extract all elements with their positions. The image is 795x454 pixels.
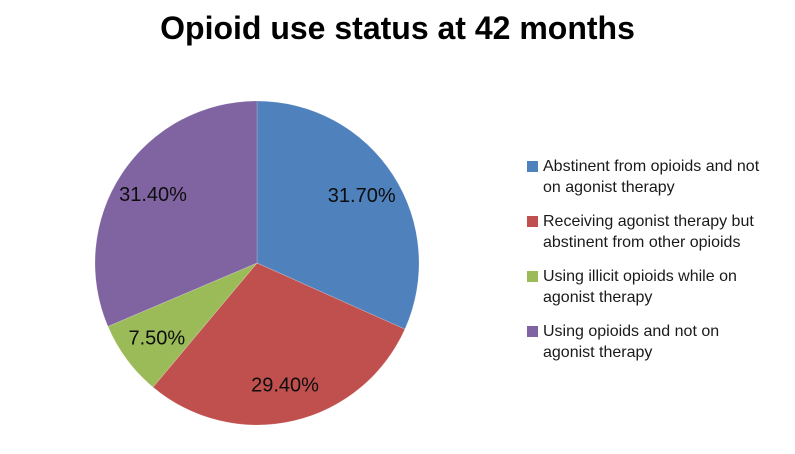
legend-item-2[interactable]: Receiving agonist therapy but abstinent … [527, 211, 769, 253]
legend-marker-icon [527, 216, 538, 227]
legend: Abstinent from opioids and not on agonis… [527, 156, 769, 363]
slice-percent-label: 31.70% [328, 185, 396, 207]
pie-slice-4[interactable] [94, 100, 258, 327]
pie-slice-1[interactable] [256, 100, 420, 330]
legend-item-1[interactable]: Abstinent from opioids and not on agonis… [527, 156, 769, 198]
legend-item-label: Abstinent from opioids and not on agonis… [543, 158, 760, 196]
legend-item-4[interactable]: Using opioids and not on agonist therapy [527, 321, 769, 363]
legend-marker-icon [527, 161, 538, 172]
slice-percent-label: 31.40% [119, 184, 187, 206]
legend-item-label: Using opioids and not on agonist therapy [543, 323, 720, 361]
slice-percent-label: 7.50% [128, 327, 185, 349]
slice-percent-label: 29.40% [251, 375, 319, 397]
legend-marker-icon [527, 271, 538, 282]
pie-slice-2[interactable] [152, 262, 406, 426]
pie-chart: 31.70% 29.40% 7.50% 31.40% [94, 100, 420, 426]
chart-title: Opioid use status at 42 months [160, 10, 635, 46]
legend-item-label: Using illicit opioids while on agonist t… [543, 268, 737, 306]
pie-slice-3[interactable] [107, 262, 258, 388]
legend-item-3[interactable]: Using illicit opioids while on agonist t… [527, 266, 769, 308]
legend-marker-icon [527, 326, 538, 337]
legend-item-label: Receiving agonist therapy but abstinent … [543, 213, 754, 251]
